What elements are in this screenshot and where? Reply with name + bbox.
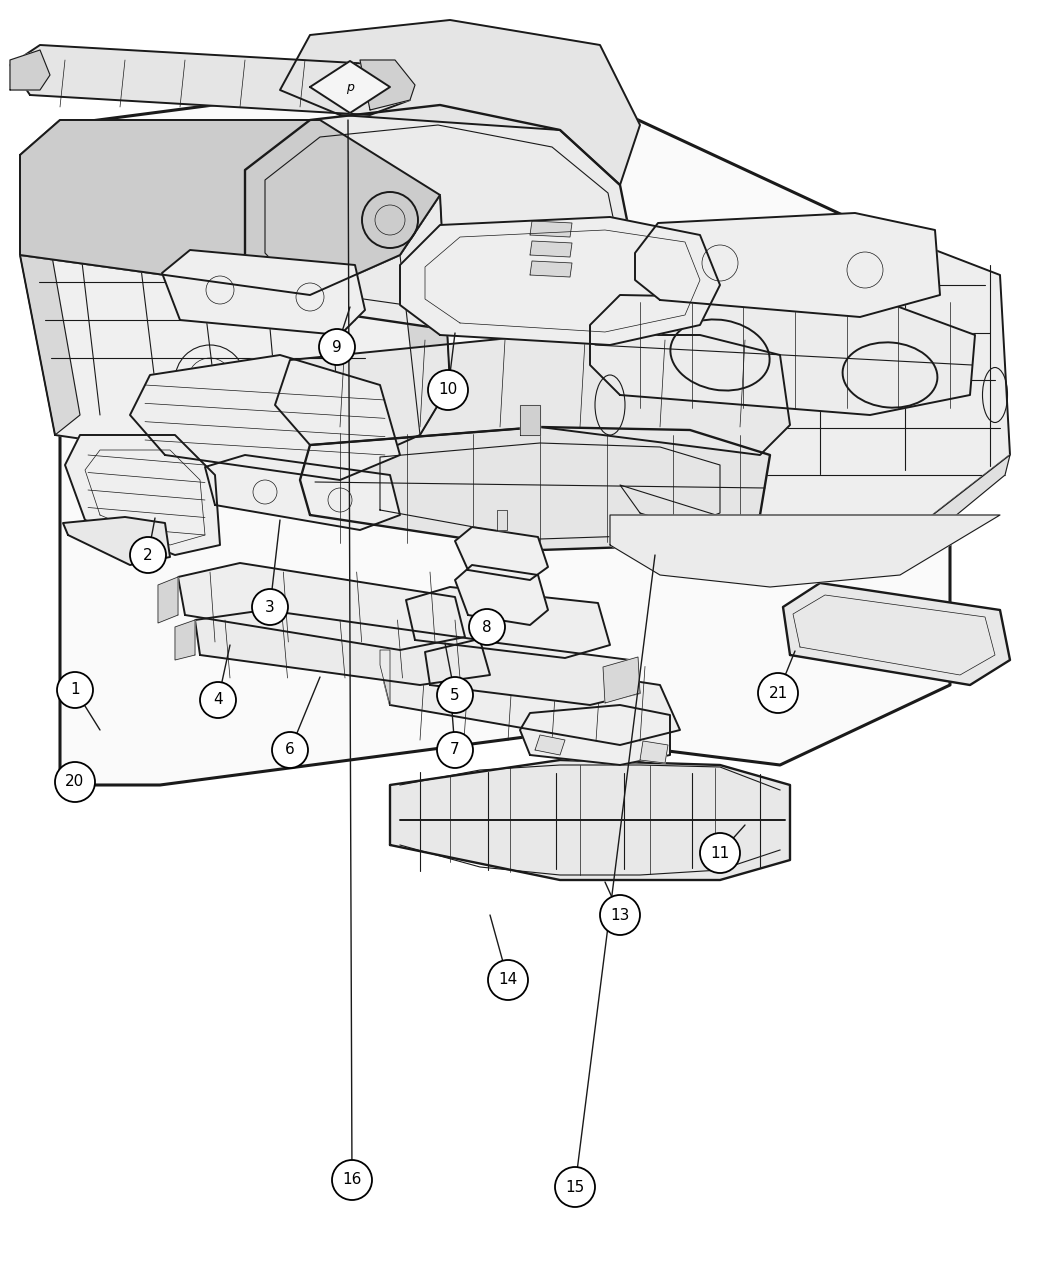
Polygon shape	[400, 217, 720, 346]
Text: 2: 2	[143, 547, 153, 562]
Polygon shape	[390, 760, 790, 880]
Polygon shape	[520, 405, 540, 435]
Circle shape	[488, 960, 528, 1000]
Polygon shape	[310, 61, 390, 113]
Text: 1: 1	[70, 682, 80, 697]
Polygon shape	[783, 583, 1010, 685]
Text: 21: 21	[769, 686, 788, 700]
Polygon shape	[300, 427, 770, 550]
Text: 14: 14	[499, 973, 518, 988]
Polygon shape	[406, 586, 610, 658]
Polygon shape	[380, 650, 390, 705]
Polygon shape	[536, 734, 565, 755]
Polygon shape	[20, 245, 80, 435]
Polygon shape	[20, 195, 450, 476]
Circle shape	[130, 537, 166, 572]
Polygon shape	[178, 564, 465, 650]
Polygon shape	[63, 516, 170, 565]
Polygon shape	[20, 120, 440, 295]
Circle shape	[437, 677, 472, 713]
Circle shape	[57, 672, 93, 708]
Polygon shape	[530, 241, 572, 258]
Circle shape	[555, 1167, 595, 1207]
Polygon shape	[530, 261, 572, 277]
Circle shape	[319, 329, 355, 365]
Circle shape	[200, 682, 236, 718]
Polygon shape	[205, 455, 400, 530]
Circle shape	[600, 895, 640, 935]
Text: 16: 16	[342, 1173, 361, 1187]
Polygon shape	[280, 20, 640, 185]
Circle shape	[700, 833, 740, 873]
Text: 4: 4	[213, 692, 223, 708]
Circle shape	[437, 732, 472, 768]
Text: 20: 20	[65, 774, 85, 789]
Text: 6: 6	[286, 742, 295, 757]
Text: 5: 5	[450, 687, 460, 703]
Polygon shape	[530, 221, 572, 237]
Polygon shape	[455, 527, 548, 580]
Text: 15: 15	[565, 1179, 585, 1195]
Polygon shape	[65, 435, 220, 555]
Polygon shape	[400, 195, 450, 435]
Circle shape	[332, 1160, 372, 1200]
Text: p: p	[346, 80, 354, 93]
Polygon shape	[158, 578, 179, 623]
Polygon shape	[245, 105, 640, 330]
Text: 9: 9	[332, 339, 342, 354]
Polygon shape	[60, 65, 950, 785]
Text: 13: 13	[610, 908, 630, 923]
Polygon shape	[360, 60, 415, 110]
Polygon shape	[590, 295, 975, 414]
Polygon shape	[20, 120, 440, 295]
Polygon shape	[455, 565, 548, 625]
Polygon shape	[620, 455, 1010, 555]
Text: 11: 11	[711, 845, 730, 861]
Polygon shape	[520, 705, 670, 765]
Polygon shape	[175, 620, 195, 660]
Polygon shape	[635, 213, 940, 317]
Polygon shape	[195, 609, 490, 685]
Polygon shape	[640, 741, 668, 762]
Circle shape	[428, 370, 468, 411]
Text: 3: 3	[265, 599, 275, 615]
Circle shape	[469, 609, 505, 645]
Polygon shape	[497, 510, 507, 530]
Circle shape	[252, 589, 288, 625]
Polygon shape	[162, 250, 365, 335]
Text: 10: 10	[439, 382, 458, 398]
Circle shape	[272, 732, 308, 768]
Polygon shape	[610, 515, 1000, 586]
Polygon shape	[425, 640, 640, 705]
Polygon shape	[130, 354, 400, 479]
Polygon shape	[590, 224, 1010, 536]
Text: 7: 7	[450, 742, 460, 757]
Text: 8: 8	[482, 620, 491, 635]
Polygon shape	[10, 50, 50, 91]
Circle shape	[758, 673, 798, 713]
Circle shape	[55, 762, 94, 802]
Polygon shape	[10, 45, 410, 115]
Polygon shape	[603, 657, 640, 703]
Polygon shape	[380, 650, 680, 745]
Polygon shape	[275, 335, 790, 455]
